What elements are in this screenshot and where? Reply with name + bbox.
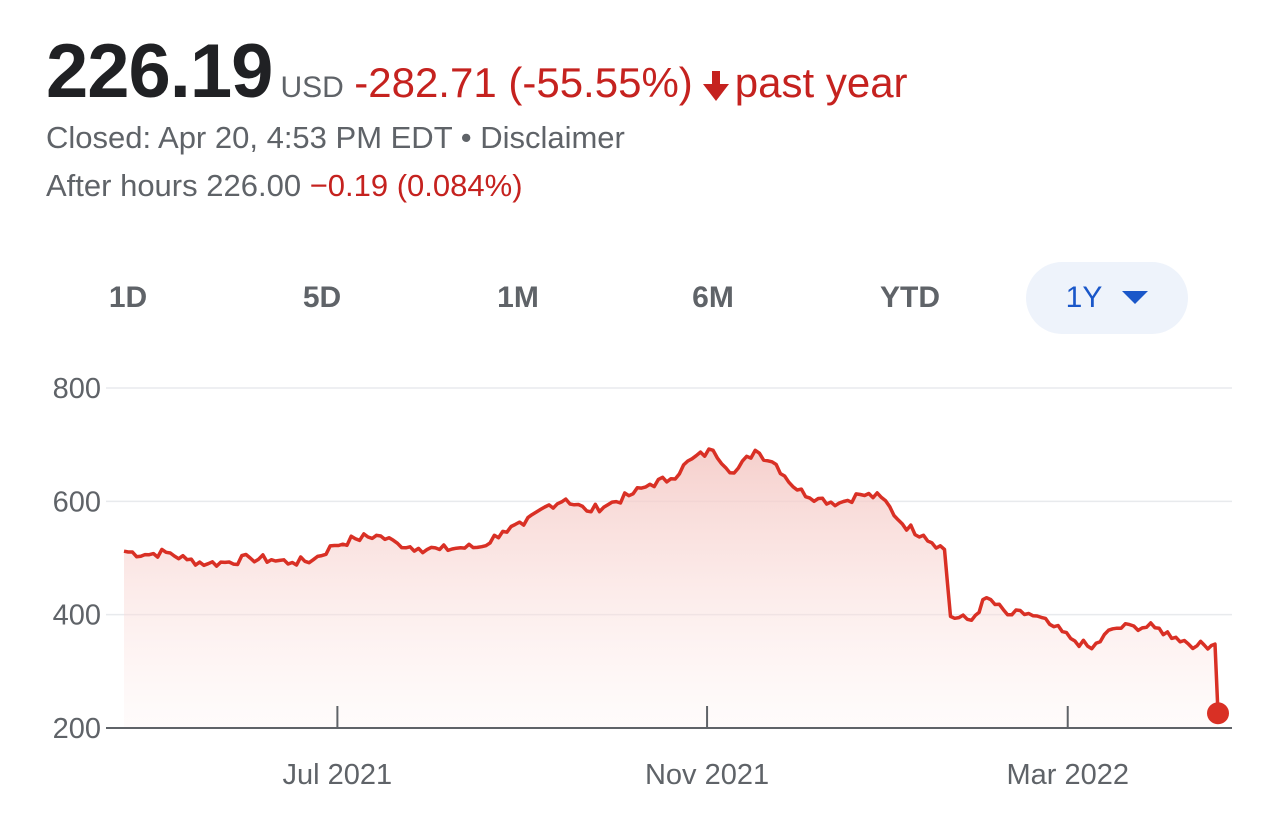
tab-1y[interactable]: 1Y xyxy=(1026,262,1188,334)
change-period: past year xyxy=(734,59,908,106)
x-axis: Jul 2021 Nov 2021 Mar 2022 xyxy=(283,706,1129,791)
y-tick-label: 800 xyxy=(53,373,101,405)
price-line xyxy=(123,447,1220,714)
price-chart: 800 600 400 200 Jul 2021 Nov 2021 Mar 2022 xyxy=(53,373,1232,791)
last-price-marker xyxy=(1207,702,1229,725)
separator-dot: • xyxy=(460,120,472,155)
tab-label: YTD xyxy=(880,281,940,314)
y-tick-label: 600 xyxy=(53,486,101,518)
closed-time: Closed: Apr 20, 4:53 PM EDT xyxy=(46,120,453,155)
tab-1d[interactable]: 1D xyxy=(88,262,168,334)
tab-label: 5D xyxy=(302,281,342,314)
price-change: -282.71 (-55.55%) xyxy=(354,59,693,106)
tab-ytd[interactable]: YTD xyxy=(860,262,960,334)
price-area xyxy=(124,449,1218,728)
tab-label: 6M xyxy=(692,281,734,314)
disclaimer-link[interactable]: Disclaimer xyxy=(480,120,625,155)
after-hours: After hours 226.00 −0.19 (0.084%) xyxy=(46,168,523,204)
x-tick-label: Nov 2021 xyxy=(645,759,769,791)
tab-5d[interactable]: 5D xyxy=(282,262,362,334)
y-tick-label: 400 xyxy=(53,600,101,632)
quote-header: 226.19 USD -282.71 (-55.55%) past year xyxy=(46,28,908,115)
range-selector: 1D 5D 1M 6M YTD 1Y xyxy=(0,262,1280,334)
tab-1m[interactable]: 1M xyxy=(478,262,558,334)
tab-label: 1Y xyxy=(1065,281,1103,314)
currency-code: USD xyxy=(280,71,344,104)
y-tick-label: 200 xyxy=(53,713,101,745)
after-hours-price: After hours 226.00 xyxy=(46,168,302,203)
y-axis: 800 600 400 200 xyxy=(53,373,101,745)
tab-label: 1M xyxy=(497,281,539,314)
tab-label: 1D xyxy=(108,281,148,314)
after-hours-change: −0.19 (0.084%) xyxy=(309,168,523,203)
x-tick-label: Mar 2022 xyxy=(1006,759,1129,791)
arrow-down-icon xyxy=(702,71,729,106)
chevron-down-icon xyxy=(1122,290,1149,304)
current-price: 226.19 xyxy=(46,29,273,114)
tab-6m[interactable]: 6M xyxy=(673,262,753,334)
market-status: Closed: Apr 20, 4:53 PM EDT • Disclaimer xyxy=(46,120,625,156)
x-tick-label: Jul 2021 xyxy=(283,759,393,791)
